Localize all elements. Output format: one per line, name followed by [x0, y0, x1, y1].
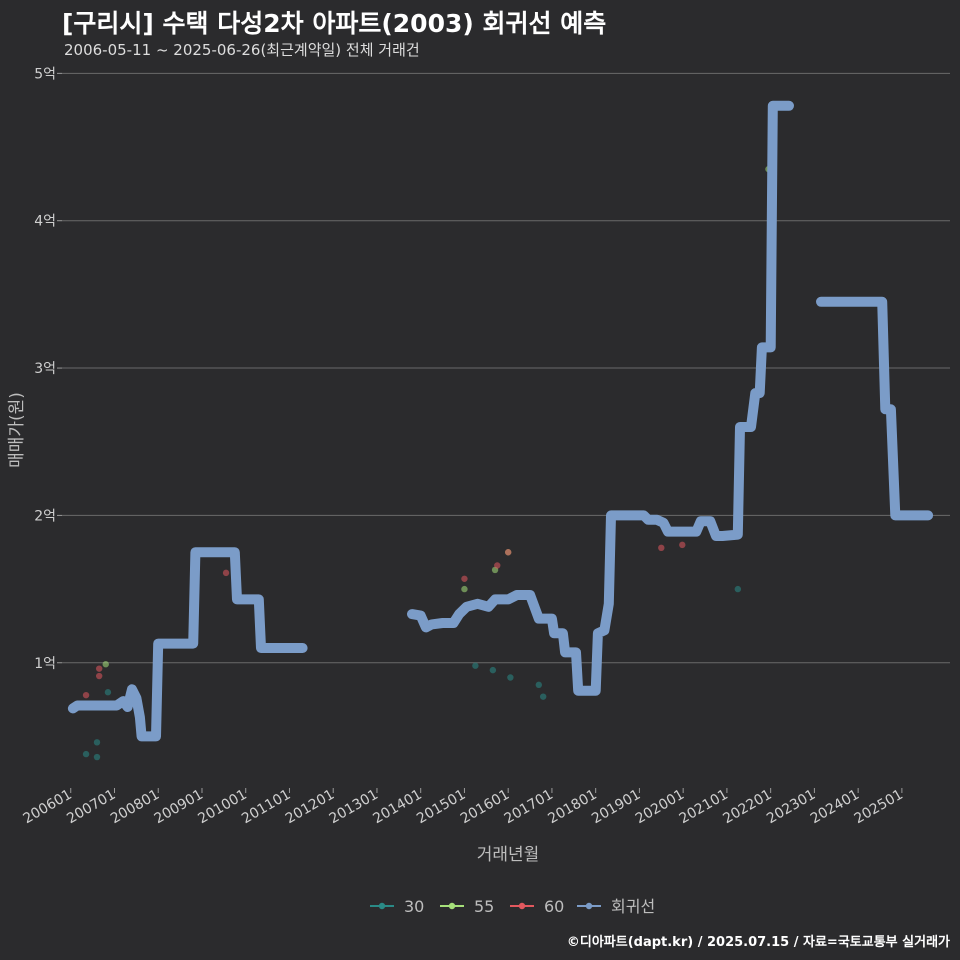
x-tick-label: 202001	[633, 787, 687, 828]
x-axis: 2006012007012008012009012010012011012012…	[20, 787, 905, 828]
y-tick-label: 3억	[34, 361, 56, 377]
data-point-30	[472, 662, 479, 669]
x-tick-label: 201801	[545, 787, 599, 828]
data-point-60	[95, 672, 103, 680]
x-tick-label: 201701	[502, 787, 556, 828]
chart-caption: ©디아파트(dapt.kr) / 2025.07.15 / 자료=국토교통부 실…	[566, 935, 950, 950]
x-tick-label: 201901	[589, 787, 643, 828]
data-point-30	[507, 674, 514, 681]
data-point-30	[93, 739, 101, 746]
data-point-60	[222, 569, 230, 577]
x-tick-label: 202101	[677, 787, 731, 828]
x-tick-label: 201301	[327, 787, 381, 828]
data-point-30	[93, 753, 101, 761]
y-axis-label: 매매가(원)	[7, 392, 27, 468]
data-point-60	[679, 541, 686, 549]
scatter-points	[82, 165, 772, 761]
x-axis-label: 거래년월	[477, 845, 540, 865]
data-point-60	[504, 549, 512, 556]
data-point-30	[489, 666, 497, 674]
data-point-30	[535, 681, 543, 689]
y-tick-label: 5억	[34, 66, 56, 82]
x-tick-label: 201501	[414, 787, 468, 828]
x-tick-label: 201201	[283, 787, 337, 828]
regression-line-segment	[816, 296, 934, 521]
x-tick-label: 201001	[195, 787, 249, 828]
x-tick-label: 201601	[458, 787, 512, 828]
legend-label: 60	[544, 897, 564, 916]
data-point-60	[658, 544, 665, 552]
chart-subtitle: 2006-05-11 ~ 2025-06-26(최근계약일) 전체 거래건	[64, 41, 420, 59]
data-point-30	[82, 750, 90, 758]
y-axis: 1억 2억 3억 4억 5억	[34, 66, 62, 672]
legend-marker	[585, 902, 593, 910]
x-tick-label: 200901	[152, 787, 206, 828]
legend: 30 55 60 회귀선	[370, 897, 655, 916]
legend-marker	[378, 902, 386, 910]
data-point-30	[734, 585, 742, 593]
data-point-55	[102, 661, 109, 668]
y-tick-label: 4억	[34, 214, 56, 230]
regression-line-segment	[67, 547, 308, 742]
x-tick-label: 202301	[764, 787, 818, 828]
grid-layer	[62, 72, 950, 664]
x-tick-label: 200701	[64, 787, 118, 828]
regression-line-segment	[407, 100, 794, 696]
x-tick-label: 202401	[808, 787, 862, 828]
legend-marker	[518, 902, 526, 910]
chart-title: [구리시] 수택 다성2차 아파트(2003) 회귀선 예측	[62, 9, 607, 38]
x-tick-label: 201101	[239, 787, 293, 828]
y-tick-label: 2억	[34, 508, 56, 524]
x-tick-label: 202501	[852, 787, 906, 828]
y-tick-label: 1억	[34, 656, 56, 672]
legend-label: 55	[474, 897, 494, 916]
data-point-60	[95, 665, 103, 672]
x-tick-label: 202201	[720, 787, 774, 828]
legend-label: 회귀선	[611, 897, 655, 916]
x-tick-label: 200801	[108, 787, 162, 828]
data-point-60	[494, 562, 501, 569]
data-point-60	[82, 691, 90, 699]
regression-line	[67, 100, 934, 742]
data-point-30	[104, 689, 112, 696]
x-tick-label: 200601	[20, 787, 74, 828]
data-point-30	[539, 693, 547, 700]
legend-label: 30	[404, 897, 424, 916]
x-tick-label: 201401	[370, 787, 424, 828]
data-point-60	[461, 575, 468, 582]
legend-marker	[448, 902, 456, 910]
data-point-55	[461, 585, 468, 593]
